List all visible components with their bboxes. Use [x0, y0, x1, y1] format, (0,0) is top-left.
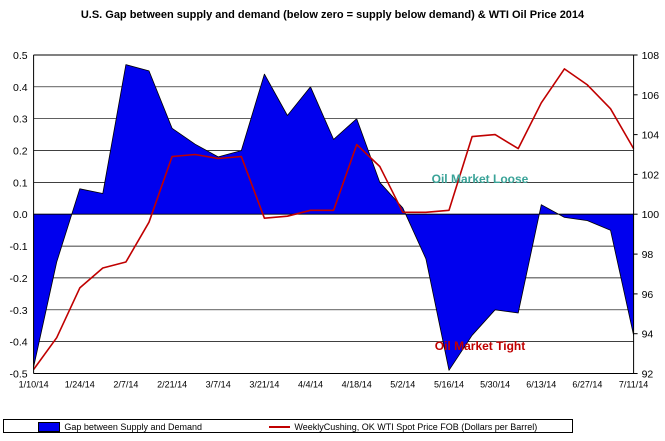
svg-text:-0.3: -0.3 [10, 305, 28, 317]
svg-text:3/7/14: 3/7/14 [206, 380, 231, 390]
svg-text:2/21/14: 2/21/14 [157, 380, 187, 390]
svg-text:104: 104 [642, 130, 660, 142]
svg-text:100: 100 [642, 209, 660, 221]
svg-text:96: 96 [642, 289, 654, 301]
svg-text:5/2/14: 5/2/14 [390, 380, 415, 390]
svg-text:-0.2: -0.2 [10, 273, 28, 285]
svg-text:0.5: 0.5 [13, 50, 28, 62]
svg-text:5/16/14: 5/16/14 [434, 380, 464, 390]
svg-text:Oil Market Loose: Oil Market Loose [432, 172, 529, 186]
svg-text:102: 102 [642, 169, 660, 181]
svg-text:0.1: 0.1 [13, 177, 28, 189]
svg-text:0.3: 0.3 [13, 114, 28, 126]
svg-text:0.4: 0.4 [13, 82, 28, 94]
svg-text:0.0: 0.0 [13, 209, 28, 221]
svg-text:7/11/14: 7/11/14 [619, 380, 648, 390]
svg-text:1/24/14: 1/24/14 [65, 380, 95, 390]
svg-text:94: 94 [642, 329, 654, 341]
svg-text:5/30/14: 5/30/14 [480, 380, 510, 390]
svg-text:0.2: 0.2 [13, 146, 28, 158]
svg-text:2/7/14: 2/7/14 [113, 380, 138, 390]
svg-text:4/18/14: 4/18/14 [342, 380, 372, 390]
svg-text:106: 106 [642, 90, 660, 102]
svg-text:Oil Market Tight: Oil Market Tight [435, 339, 525, 353]
svg-text:6/27/14: 6/27/14 [572, 380, 602, 390]
svg-text:6/13/14: 6/13/14 [526, 380, 556, 390]
svg-text:108: 108 [642, 50, 660, 62]
svg-text:98: 98 [642, 249, 654, 261]
svg-text:-0.1: -0.1 [10, 241, 28, 253]
svg-text:4/4/14: 4/4/14 [298, 380, 323, 390]
svg-text:3/21/14: 3/21/14 [249, 380, 279, 390]
svg-text:-0.4: -0.4 [10, 337, 28, 349]
svg-text:1/10/14: 1/10/14 [19, 380, 49, 390]
